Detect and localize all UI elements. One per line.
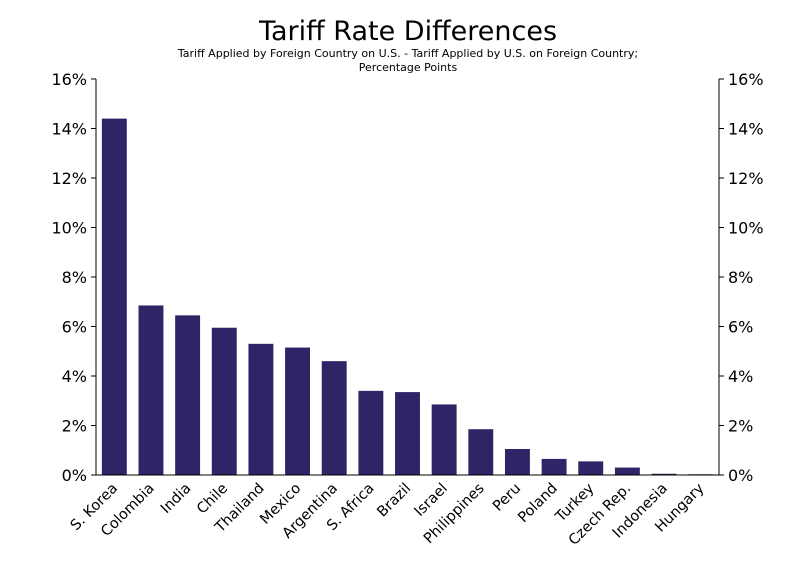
category-label: Peru <box>490 481 524 515</box>
bar <box>321 361 347 475</box>
bar <box>358 390 384 475</box>
right-tick-label: 8% <box>728 268 753 287</box>
bar <box>468 429 494 475</box>
bar <box>578 461 604 475</box>
bar <box>431 404 457 475</box>
chart-subtitle-line-2: Percentage Points <box>359 61 458 74</box>
bar-series <box>101 118 714 475</box>
bar <box>285 347 311 475</box>
bar <box>101 118 127 475</box>
bar <box>175 315 201 475</box>
left-tick-label: 0% <box>62 466 87 485</box>
bar <box>395 392 420 475</box>
left-tick-label: 4% <box>62 367 87 386</box>
right-y-axis: 0% 2% 4% 6% 8% 10% 12% 14% 16% <box>719 70 764 485</box>
right-tick-label: 14% <box>728 120 764 139</box>
bar <box>248 343 274 475</box>
category-label: Brazil <box>374 481 414 521</box>
bar <box>614 467 640 475</box>
right-tick-label: 0% <box>728 466 753 485</box>
bar <box>651 473 677 475</box>
left-y-axis: 0% 2% 4% 6% 8% 10% 12% 14% 16% <box>51 70 96 485</box>
right-tick-label: 4% <box>728 367 753 386</box>
bar <box>211 327 237 475</box>
chart-subtitle-line-1: Tariff Applied by Foreign Country on U.S… <box>177 47 638 60</box>
left-tick-label: 16% <box>51 70 87 89</box>
right-tick-label: 12% <box>728 169 764 188</box>
left-tick-label: 8% <box>62 268 87 287</box>
right-tick-label: 10% <box>728 219 764 238</box>
left-tick-label: 14% <box>51 120 87 139</box>
category-label: India <box>158 481 194 517</box>
bar <box>138 305 164 475</box>
bar <box>541 458 567 475</box>
left-tick-label: 10% <box>51 219 87 238</box>
right-tick-label: 2% <box>728 417 753 436</box>
chart-title: Tariff Rate Differences <box>258 16 557 47</box>
category-label: Poland <box>515 481 561 527</box>
right-tick-label: 6% <box>728 318 753 337</box>
left-tick-label: 12% <box>51 169 87 188</box>
right-tick-label: 16% <box>728 70 764 89</box>
left-tick-label: 2% <box>62 417 87 436</box>
left-tick-label: 6% <box>62 318 87 337</box>
bar <box>504 449 530 475</box>
